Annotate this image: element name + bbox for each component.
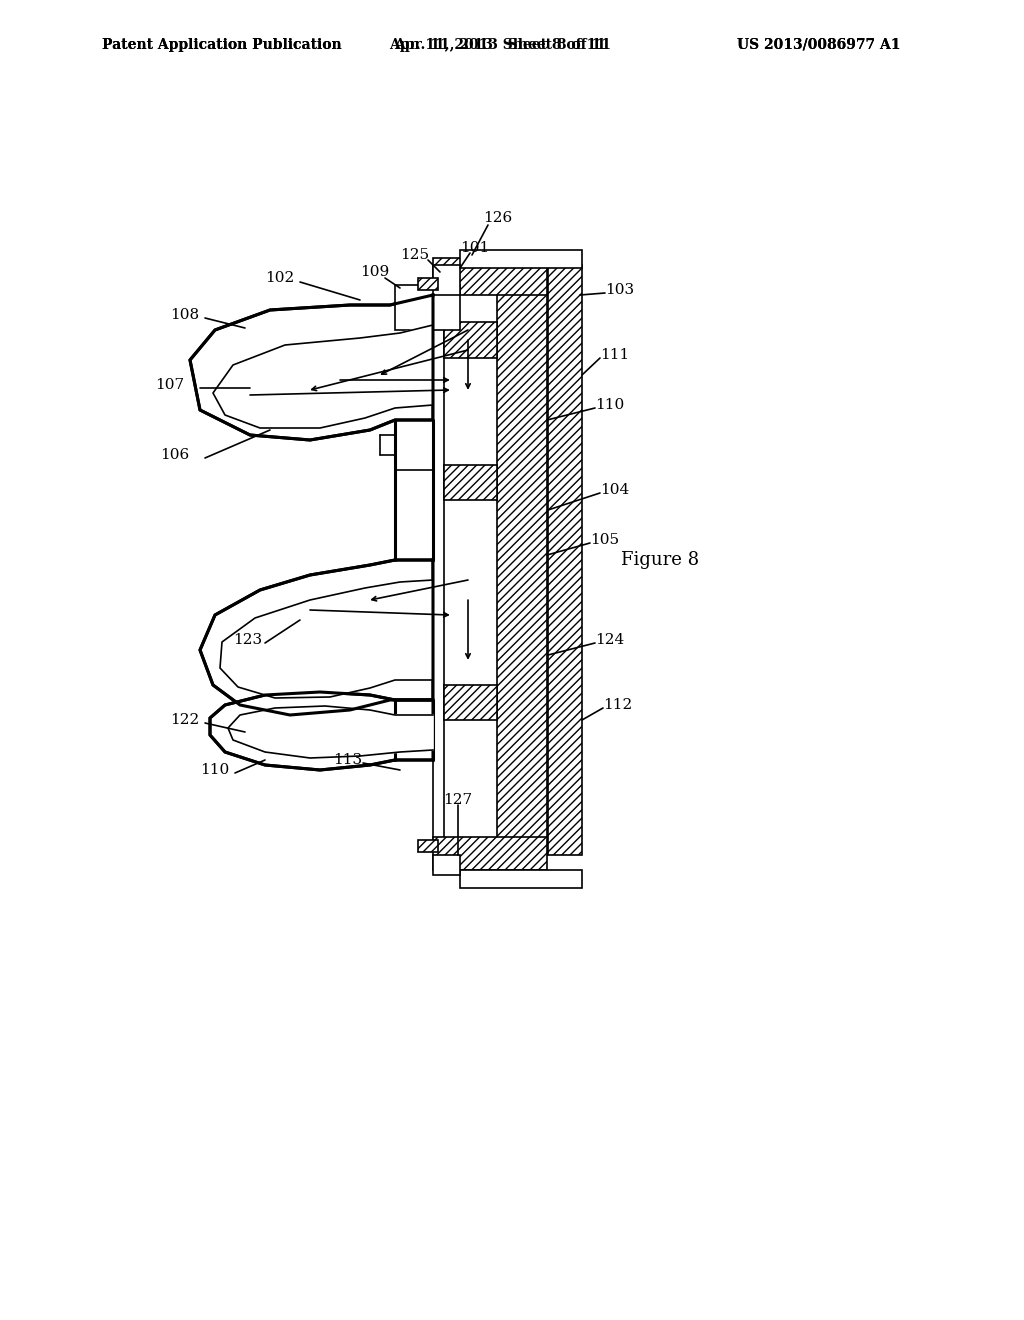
Text: 112: 112: [603, 698, 633, 711]
Bar: [433, 294, 444, 840]
Text: 125: 125: [400, 248, 429, 261]
Bar: [444, 685, 497, 719]
Bar: [418, 840, 438, 851]
Text: 104: 104: [600, 483, 630, 498]
Bar: [433, 257, 547, 294]
Text: 111: 111: [600, 348, 630, 362]
Text: Patent Application Publication: Patent Application Publication: [102, 38, 342, 51]
Text: 110: 110: [595, 399, 625, 412]
Text: US 2013/0086977 A1: US 2013/0086977 A1: [737, 38, 901, 51]
Polygon shape: [228, 706, 433, 758]
Text: 126: 126: [483, 211, 513, 224]
Bar: [460, 249, 582, 268]
Text: 123: 123: [233, 634, 262, 647]
Text: Patent Application Publication: Patent Application Publication: [102, 38, 342, 51]
Bar: [497, 265, 547, 855]
Text: Apr. 11, 2013  Sheet 8 of 11: Apr. 11, 2013 Sheet 8 of 11: [389, 38, 606, 51]
Bar: [433, 837, 547, 870]
Text: 102: 102: [265, 271, 295, 285]
Text: 122: 122: [170, 713, 200, 727]
Polygon shape: [210, 692, 433, 770]
Text: 109: 109: [360, 265, 389, 279]
Text: 113: 113: [334, 752, 362, 767]
Text: 107: 107: [156, 378, 184, 392]
Bar: [444, 322, 497, 358]
Text: 106: 106: [161, 447, 189, 462]
Polygon shape: [200, 560, 433, 715]
Text: 110: 110: [201, 763, 229, 777]
Bar: [418, 279, 438, 290]
Text: 124: 124: [595, 634, 625, 647]
Text: 101: 101: [461, 242, 489, 255]
Bar: [460, 870, 582, 888]
Bar: [395, 285, 460, 330]
Text: 105: 105: [591, 533, 620, 546]
Text: 108: 108: [170, 308, 200, 322]
Text: 127: 127: [443, 793, 472, 807]
Polygon shape: [213, 325, 433, 428]
Polygon shape: [190, 294, 433, 440]
Text: US 2013/0086977 A1: US 2013/0086977 A1: [737, 38, 901, 51]
Polygon shape: [220, 579, 433, 698]
Bar: [433, 855, 460, 875]
Bar: [548, 265, 582, 855]
Bar: [433, 265, 460, 294]
Text: Figure 8: Figure 8: [621, 550, 699, 569]
Text: Apr. 11, 2013  Sheet 8 of 11: Apr. 11, 2013 Sheet 8 of 11: [394, 38, 611, 51]
Text: 103: 103: [605, 282, 635, 297]
Bar: [444, 465, 497, 500]
